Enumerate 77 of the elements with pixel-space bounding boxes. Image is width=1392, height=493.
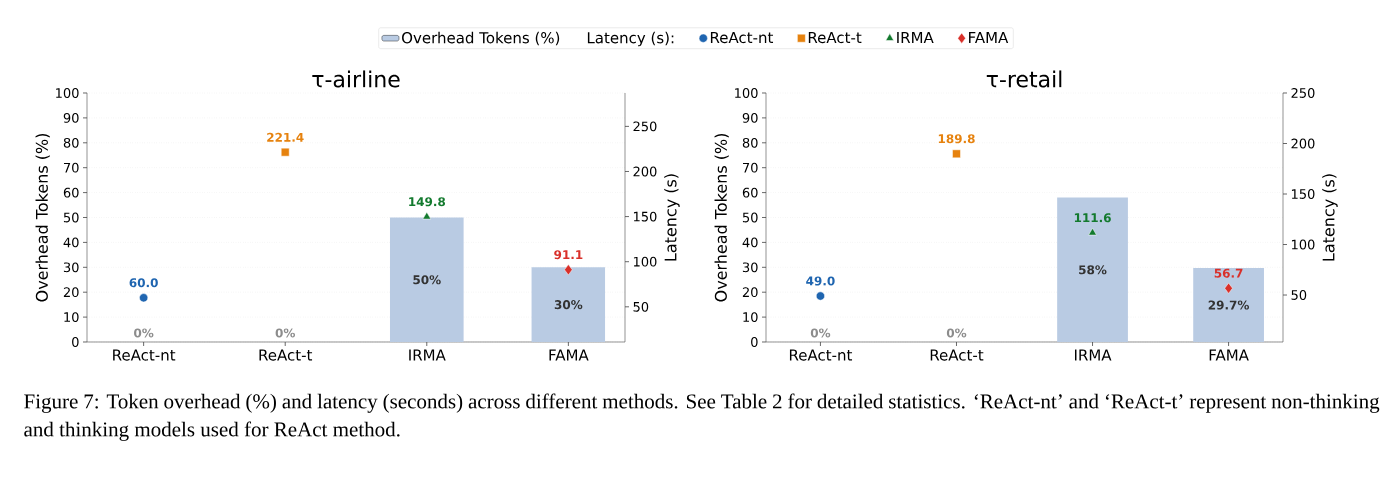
data-label: 149.8 xyxy=(409,197,446,207)
y2-tick-label: 50 xyxy=(633,301,649,312)
y2-tick-label: 250 xyxy=(633,121,657,132)
point xyxy=(1224,282,1233,294)
point xyxy=(815,291,825,301)
y-axis-title: Overhead Tokens (%) xyxy=(714,133,729,302)
data-label: 221.4 xyxy=(267,132,304,142)
y2-tick-label: 100 xyxy=(1291,239,1315,250)
data-label: 0% xyxy=(946,328,967,338)
y-tick-label: 90 xyxy=(63,112,79,123)
point xyxy=(280,147,290,157)
x-tick-label: IRMA xyxy=(1074,349,1112,361)
y-tick-label: 70 xyxy=(743,162,758,173)
legend-label: ReAct-t xyxy=(808,32,862,44)
y2-tick-label: 200 xyxy=(633,166,657,177)
data-label: 60.0 xyxy=(129,278,158,288)
y-tick-label: 30 xyxy=(63,262,79,273)
data-label: 49.0 xyxy=(806,276,835,286)
y-tick-label: 10 xyxy=(64,312,79,323)
y-tick-label: 100 xyxy=(56,88,79,98)
y-tick-label: 0 xyxy=(751,337,758,347)
y2-tick-label: 150 xyxy=(633,211,657,222)
x-tick-label: ReAct-t xyxy=(259,349,313,361)
y-tick-label: 70 xyxy=(63,162,79,173)
data-label: 56.7 xyxy=(1214,268,1243,278)
y-tick-label: 80 xyxy=(63,137,79,148)
legend-label: ReAct-nt xyxy=(710,32,774,44)
point xyxy=(1088,227,1097,236)
x-tick-label: IRMA xyxy=(409,349,446,361)
y2-axis-title: Latency (s) xyxy=(664,174,680,261)
legend-title: Latency (s): xyxy=(587,31,674,47)
chart-title: τ-retail xyxy=(986,70,1062,88)
point xyxy=(952,149,961,159)
data-label: 29.7% xyxy=(1208,300,1250,310)
y-tick-label: 100 xyxy=(735,88,758,98)
y-tick-label: 30 xyxy=(742,262,758,273)
data-label: 0% xyxy=(275,328,296,338)
legend-label: FAMA xyxy=(969,32,1009,43)
y-tick-label: 80 xyxy=(742,137,758,148)
data-label: 91.1 xyxy=(554,250,583,260)
y-tick-label: 60 xyxy=(63,187,79,198)
data-label: 58% xyxy=(1079,265,1107,275)
x-tick-label: ReAct-t xyxy=(930,349,984,361)
y2-tick-label: 100 xyxy=(633,256,657,267)
y-axis-title: Overhead Tokens (%) xyxy=(35,133,50,302)
y2-tick-label: 50 xyxy=(1291,290,1307,300)
point xyxy=(422,211,432,220)
x-tick-label: ReAct-nt xyxy=(789,349,853,361)
y2-axis-title: Latency (s) xyxy=(1322,174,1338,261)
y-tick-label: 20 xyxy=(63,287,79,298)
y2-tick-label: 250 xyxy=(1291,88,1315,98)
point xyxy=(139,293,149,303)
y-tick-label: 0 xyxy=(72,337,79,347)
legend-label: IRMA xyxy=(897,32,934,43)
data-label: 50% xyxy=(413,275,441,285)
data-label: 189.8 xyxy=(938,134,975,144)
data-label: 0% xyxy=(134,328,154,338)
chart-title: τ-airline xyxy=(312,70,400,88)
caption: Figure 7: Token overhead (%) and latency (seconds) across different methods. See Table 2 for detailed statistics. ‘ReAct-nt’ and ‘ReAct-t’ represent non-thinking and thinking models used for ReAct method. xyxy=(24,393,1380,441)
x-tick-label: ReAct-nt xyxy=(113,349,176,361)
y-tick-label: 20 xyxy=(742,287,758,298)
x-tick-label: FAMA xyxy=(1209,349,1249,361)
y2-tick-label: 150 xyxy=(1291,189,1315,199)
y-tick-label: 50 xyxy=(742,212,758,223)
data-label: 30% xyxy=(554,300,583,310)
y-tick-label: 50 xyxy=(63,212,79,223)
point xyxy=(564,264,573,276)
y2-tick-label: 200 xyxy=(1291,138,1315,149)
y-tick-label: 10 xyxy=(743,312,758,323)
legend-label: Overhead Tokens (%) xyxy=(402,31,560,46)
data-label: 0% xyxy=(810,328,831,338)
x-tick-label: FAMA xyxy=(549,349,589,361)
y-tick-label: 90 xyxy=(742,112,758,123)
y-tick-label: 40 xyxy=(742,237,758,248)
y-tick-label: 40 xyxy=(63,237,79,248)
y-tick-label: 60 xyxy=(742,187,758,198)
data-label: 111.6 xyxy=(1074,213,1111,223)
